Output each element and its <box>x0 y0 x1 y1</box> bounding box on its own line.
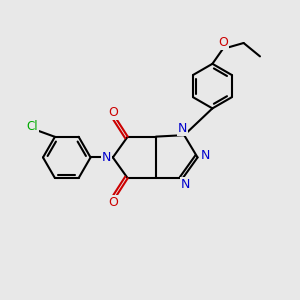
Text: N: N <box>178 122 188 135</box>
Text: O: O <box>108 106 118 119</box>
Text: N: N <box>200 149 210 162</box>
Text: Cl: Cl <box>27 120 38 133</box>
Text: N: N <box>181 178 190 191</box>
Text: N: N <box>102 151 111 164</box>
Text: O: O <box>108 196 118 208</box>
Text: O: O <box>218 36 228 49</box>
